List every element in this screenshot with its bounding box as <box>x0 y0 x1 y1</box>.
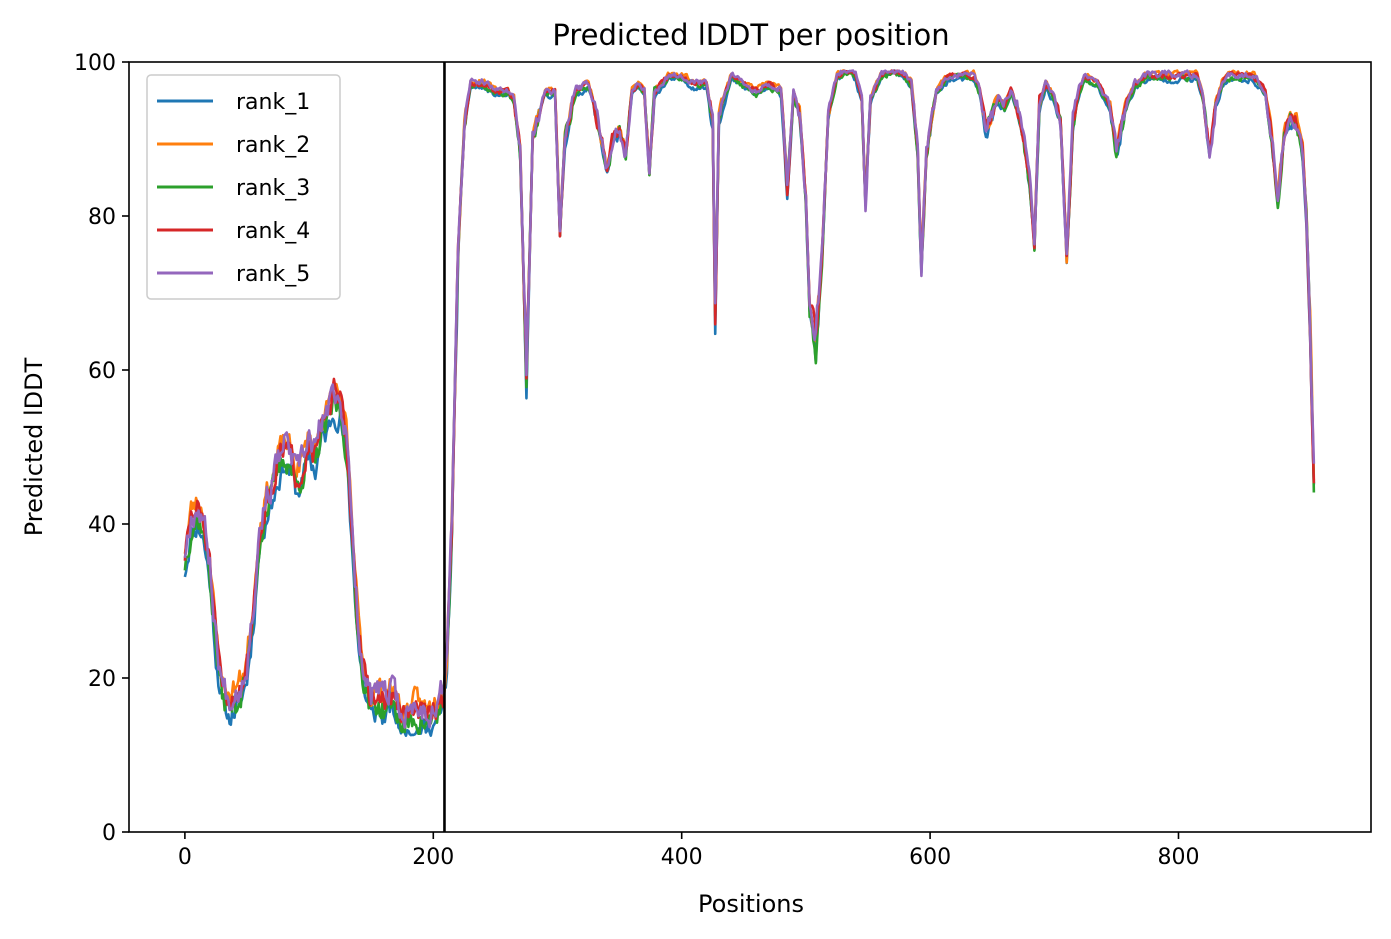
y-tick-label: 0 <box>102 821 116 846</box>
x-tick-label: 200 <box>412 845 454 870</box>
chart-title: Predicted lDDT per position <box>552 18 949 52</box>
legend-label-rank_4: rank_4 <box>236 219 310 244</box>
legend-label-rank_2: rank_2 <box>236 133 310 158</box>
series-line-rank_2 <box>183 69 1316 724</box>
x-axis-label: Positions <box>698 890 804 918</box>
series-line-rank_3 <box>183 70 1316 736</box>
legend-box <box>146 74 341 300</box>
y-axis-label: Predicted lDDT <box>20 357 48 536</box>
y-tick-label: 60 <box>88 359 116 384</box>
x-tick-label: 400 <box>661 845 703 870</box>
plot-area <box>183 62 1316 832</box>
series-line-rank_1 <box>183 69 1316 738</box>
x-tick-label: 0 <box>178 845 192 870</box>
y-tick-label: 40 <box>88 513 116 538</box>
legend-label-rank_1: rank_1 <box>236 90 310 115</box>
y-tick-label: 20 <box>88 667 116 692</box>
legend: rank_1 rank_2 rank_3 rank_4 rank_5 <box>146 74 341 300</box>
legend-label-rank_5: rank_5 <box>236 262 310 287</box>
y-tick-label: 100 <box>74 51 116 76</box>
series-line-rank_5 <box>183 69 1316 729</box>
legend-label-rank_3: rank_3 <box>236 176 310 201</box>
axes-frame <box>128 61 1372 833</box>
series-line-rank_4 <box>183 69 1316 723</box>
y-tick-label: 80 <box>88 205 116 230</box>
x-tick-label: 800 <box>1157 845 1199 870</box>
axes: 0 200 400 600 800 0 20 40 60 80 100 <box>74 51 1372 870</box>
x-tick-label: 600 <box>909 845 951 870</box>
